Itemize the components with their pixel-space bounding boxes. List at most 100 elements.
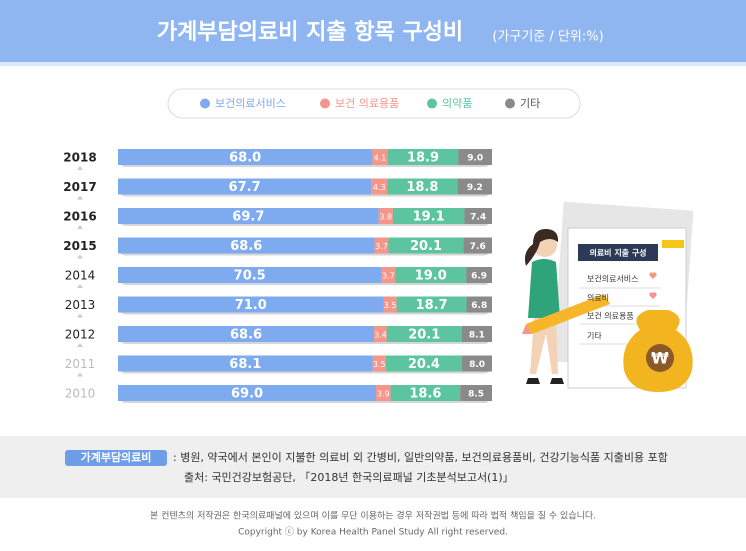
bar-segment: [387, 178, 458, 195]
bar-segment: [385, 355, 463, 372]
value-label: 69.7: [232, 210, 264, 225]
bar-segment: [396, 296, 467, 313]
value-label: 3.4: [374, 331, 387, 340]
category-label: 2011: [65, 357, 96, 371]
value-label: 70.5: [234, 269, 266, 284]
bar-segment: [378, 208, 393, 224]
heart: [649, 272, 657, 279]
category-label: 2015: [63, 239, 96, 253]
bar-segment: [118, 267, 382, 283]
bar-segment: [374, 237, 389, 254]
category-label: 2013: [65, 298, 96, 312]
value-label: 9.2: [467, 183, 483, 193]
value-label: 3.7: [375, 242, 388, 251]
value-label: 69.0: [231, 387, 263, 402]
card-item: 기타: [587, 332, 602, 341]
value-label: 8.5: [468, 390, 484, 400]
copyright: Copyright ⓒ by Korea Health Panel Study …: [238, 527, 508, 538]
header-band: [0, 0, 746, 62]
bar-segment: [458, 149, 492, 165]
bar-segment: [457, 178, 492, 195]
header-shadow: [0, 62, 746, 66]
bar-segment: [118, 355, 373, 372]
value-label: 3.5: [373, 360, 386, 369]
value-label: 19.1: [413, 210, 445, 225]
row-separator: [77, 195, 83, 200]
notice: 본 컨텐츠의 저작권은 한국의료패널에 있으며 이를 무단 이용하는 경우 저작…: [150, 510, 596, 522]
value-label: 7.6: [470, 242, 486, 252]
bar-segment: [372, 355, 386, 372]
pencil-tip: [522, 324, 532, 334]
bar-segment: [464, 208, 492, 224]
pencil: [526, 294, 610, 334]
shoes: [526, 378, 564, 384]
row-separator: [77, 313, 83, 318]
value-label: 3.8: [379, 213, 392, 222]
category-label: 2010: [65, 387, 96, 401]
legend-marker: [427, 98, 437, 109]
bar-segment: [390, 385, 461, 401]
term: 가계부담의료비: [81, 450, 152, 464]
value-label: 20.4: [408, 357, 440, 372]
row-separator: [77, 254, 83, 259]
value-label: 71.0: [235, 298, 267, 313]
legend-marker: [505, 98, 515, 109]
value-label: 68.1: [229, 357, 261, 372]
bar-segment: [118, 296, 384, 313]
bar-segment: [395, 267, 467, 283]
footer-band: [0, 436, 746, 498]
value-label: 19.0: [415, 269, 447, 284]
row-separator: [77, 372, 83, 377]
legend-marker: [320, 98, 330, 109]
illustration: [522, 201, 694, 392]
card-item: 보건 의료용품: [587, 311, 634, 321]
subtitle: (가구기준 / 단위:%): [492, 30, 603, 45]
hair: [524, 228, 559, 266]
value-label: 6.8: [471, 301, 487, 311]
bar-segment: [118, 237, 375, 254]
value-label: 20.1: [408, 328, 440, 343]
bar-segment: [118, 208, 379, 224]
bookmark: [662, 240, 684, 248]
bar-segment: [376, 385, 391, 401]
bar-segment: [118, 149, 373, 165]
value-label: 20.1: [410, 239, 442, 254]
value-label: 7.4: [470, 213, 486, 223]
value-label: 18.6: [409, 387, 441, 402]
value-label: 9.0: [467, 154, 483, 164]
row-separator: [77, 166, 83, 170]
legend-marker: [200, 98, 210, 109]
value-label: 8.0: [469, 360, 485, 370]
category-label: 2018: [63, 151, 96, 165]
card-title-box: [578, 244, 658, 261]
value-label: 68.6: [230, 328, 262, 343]
card-item: 의료비: [587, 293, 609, 303]
value-label: 4.3: [373, 183, 386, 192]
bar-segment: [386, 326, 462, 342]
legend-label: 기타: [520, 97, 540, 110]
coin: [646, 344, 674, 372]
card-title: 의료비 지출 구성: [589, 248, 646, 258]
category-label: 2014: [65, 269, 96, 283]
value-label: 3.9: [377, 390, 390, 399]
value-label: 18.8: [406, 180, 438, 195]
row-separator: [77, 343, 83, 347]
category-label: 2017: [63, 180, 96, 194]
value-label: 18.9: [407, 151, 439, 166]
value-label: 6.9: [471, 272, 487, 282]
bar-segment: [462, 355, 492, 372]
value-label: 3.7: [382, 272, 395, 281]
bar-segment: [118, 326, 375, 342]
value-label: 67.7: [229, 180, 261, 195]
bar-segment: [392, 208, 465, 224]
category-label: 2016: [63, 210, 96, 224]
value-label: 3.5: [384, 301, 397, 310]
legend-box: [167, 88, 581, 119]
bar-segment: [118, 178, 372, 195]
body: [528, 259, 560, 318]
bar-segment: [466, 296, 492, 313]
bar-segment: [372, 149, 388, 165]
bar-segment: [374, 326, 387, 342]
currency: ₩: [651, 349, 669, 368]
